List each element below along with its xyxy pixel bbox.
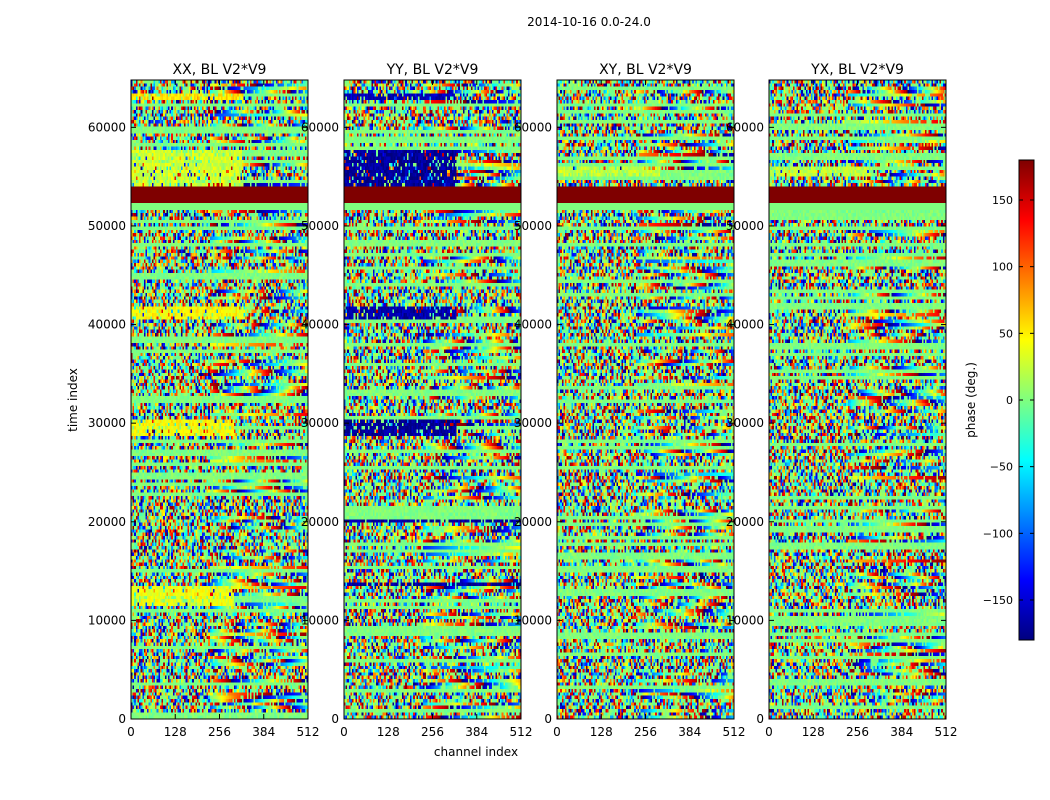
y-tick-label: 60000 <box>726 120 764 134</box>
y-tick-label: 50000 <box>301 219 339 233</box>
x-tick-label: 384 <box>678 725 701 739</box>
panel-title: YY, BL V2*V9 <box>386 62 479 78</box>
y-tick-label: 40000 <box>514 318 552 332</box>
y-tick-label: 30000 <box>514 416 552 430</box>
y-tick-label: 0 <box>544 712 552 726</box>
y-tick-label: 60000 <box>514 120 552 134</box>
colorbar-tick-label: −100 <box>983 527 1013 540</box>
x-tick-label: 512 <box>935 725 958 739</box>
heatmap-image <box>131 80 308 719</box>
x-tick-label: 0 <box>765 725 773 739</box>
y-tick-label: 40000 <box>301 318 339 332</box>
panel-1: YY, BL V2*V9 0 128 256 384 512 0 10000 20000 3000… <box>301 62 533 739</box>
x-tick-label: 256 <box>634 725 657 739</box>
x-tick-label: 384 <box>465 725 488 739</box>
colorbar-tick-label: −150 <box>983 594 1013 607</box>
x-tick-label: 0 <box>553 725 561 739</box>
panel-0: XX, BL V2*V9 0 128 256 384 512 0 10000 20000 3000… <box>88 62 320 739</box>
panel-3: YX, BL V2*V9 0 128 256 384 512 0 10000 20000 3000… <box>726 62 958 739</box>
colorbar-tick-label: −50 <box>990 461 1013 474</box>
heatmap-image <box>557 80 734 719</box>
x-tick-label: 256 <box>208 725 231 739</box>
y-tick-label: 10000 <box>88 613 126 627</box>
x-tick-label: 512 <box>297 725 320 739</box>
y-tick-label: 0 <box>756 712 764 726</box>
y-tick-label: 20000 <box>88 515 126 529</box>
y-tick-label: 10000 <box>726 613 764 627</box>
y-tick-label: 40000 <box>88 318 126 332</box>
x-tick-label: 0 <box>127 725 135 739</box>
x-tick-label: 384 <box>890 725 913 739</box>
x-tick-label: 512 <box>723 725 746 739</box>
y-tick-label: 50000 <box>514 219 552 233</box>
y-axis-label: time index <box>66 368 80 432</box>
colorbar-tick-label: 50 <box>999 327 1013 340</box>
heatmap-image <box>769 80 946 719</box>
colorbar: 150 100 50 0 −50 −100 −150 <box>983 159 1035 641</box>
panel-title: YX, BL V2*V9 <box>810 62 904 78</box>
y-tick-label: 60000 <box>88 120 126 134</box>
y-tick-label: 0 <box>118 712 126 726</box>
y-tick-label: 10000 <box>514 613 552 627</box>
panel-title: XY, BL V2*V9 <box>599 62 692 78</box>
y-tick-label: 60000 <box>301 120 339 134</box>
x-tick-label: 512 <box>510 725 533 739</box>
y-tick-label: 0 <box>331 712 339 726</box>
x-tick-label: 128 <box>164 725 187 739</box>
panel-title: XX, BL V2*V9 <box>173 62 267 78</box>
y-tick-label: 20000 <box>514 515 552 529</box>
x-axis-label: channel index <box>434 745 518 759</box>
y-tick-label: 50000 <box>726 219 764 233</box>
y-tick-label: 30000 <box>301 416 339 430</box>
x-tick-label: 128 <box>377 725 400 739</box>
colorbar-label: phase (deg.) <box>964 362 978 438</box>
colorbar-tick-label: 100 <box>992 261 1013 274</box>
x-tick-label: 128 <box>590 725 613 739</box>
panel-2: XY, BL V2*V9 0 128 256 384 512 0 10000 20000 3000… <box>514 62 746 739</box>
x-tick-label: 128 <box>802 725 825 739</box>
x-tick-label: 384 <box>252 725 275 739</box>
figure-suptitle: 2014-10-16 0.0-24.0 <box>527 15 651 29</box>
y-tick-label: 20000 <box>726 515 764 529</box>
panels-group: XX, BL V2*V9 0 128 256 384 512 0 10000 20000 3000… <box>88 62 958 739</box>
y-tick-label: 20000 <box>301 515 339 529</box>
x-tick-label: 256 <box>421 725 444 739</box>
colorbar-tick-label: 0 <box>1006 394 1013 407</box>
x-tick-label: 256 <box>846 725 869 739</box>
y-tick-label: 30000 <box>726 416 764 430</box>
y-tick-label: 40000 <box>726 318 764 332</box>
y-tick-label: 30000 <box>88 416 126 430</box>
x-tick-label: 0 <box>340 725 348 739</box>
colorbar-tick-label: 150 <box>992 194 1013 207</box>
y-tick-label: 50000 <box>88 219 126 233</box>
y-tick-label: 10000 <box>301 613 339 627</box>
heatmap-image <box>344 80 521 719</box>
